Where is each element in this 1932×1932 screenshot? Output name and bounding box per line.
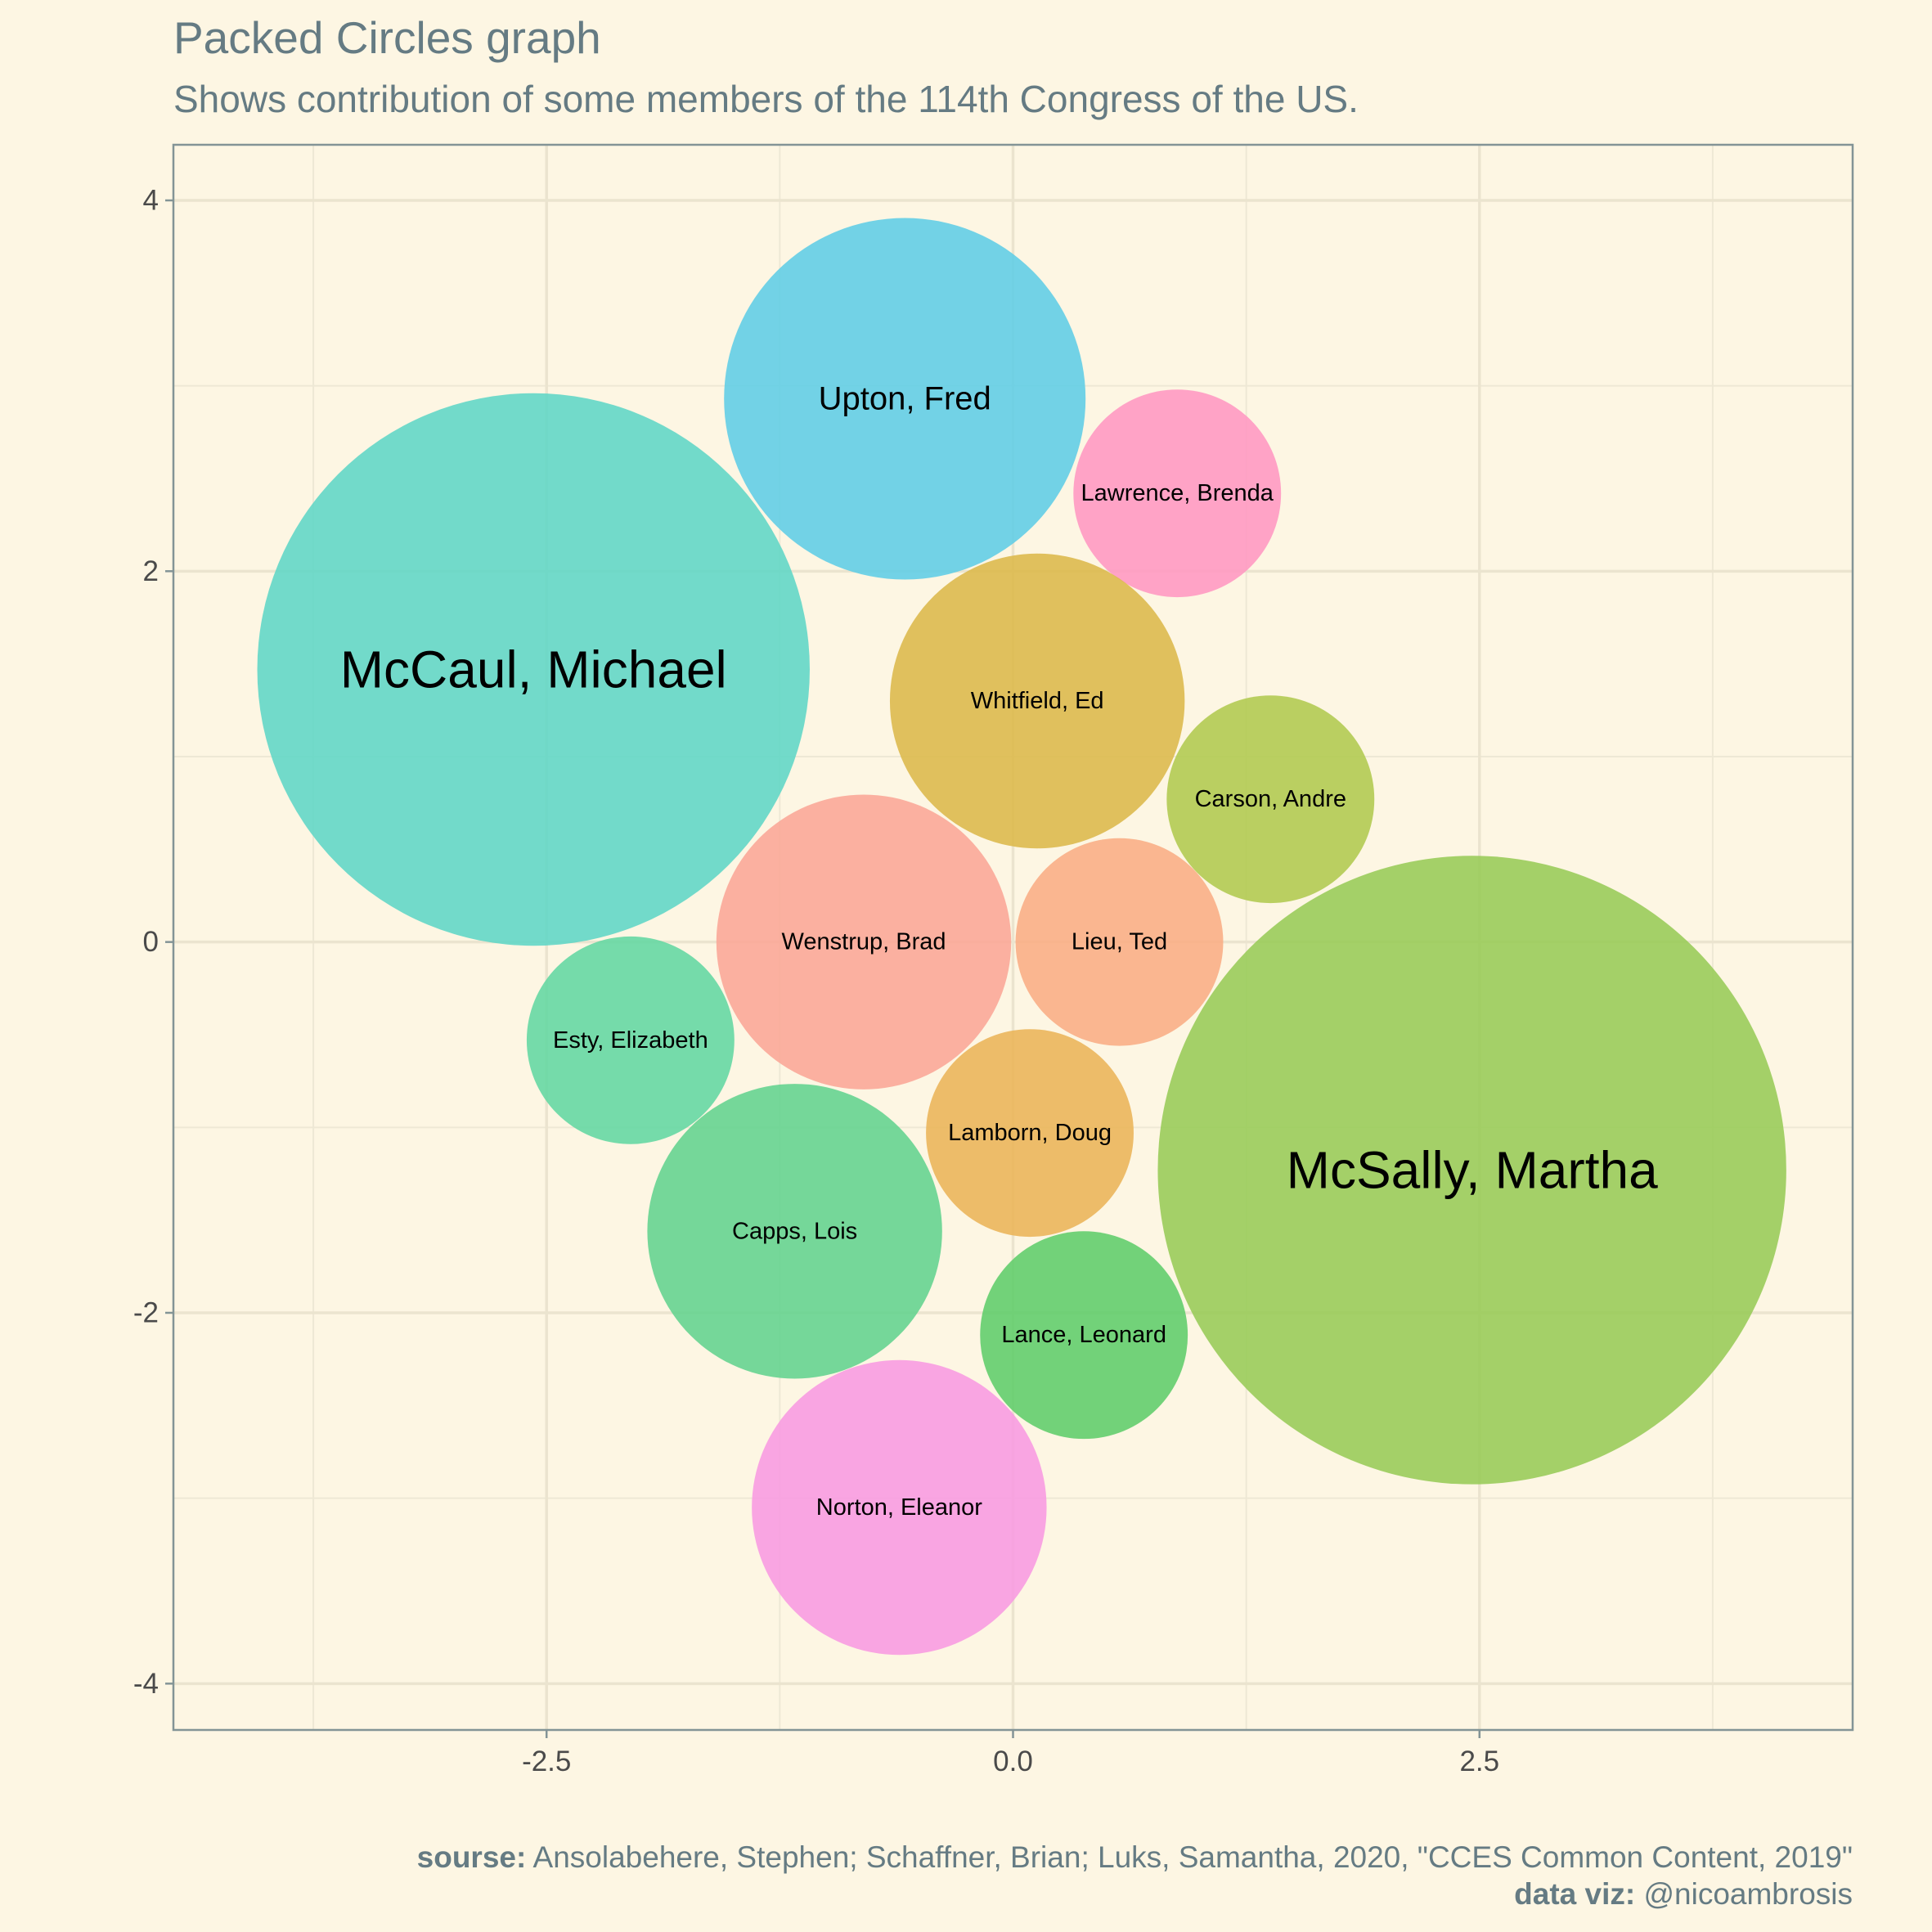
circle-esty-elizabeth [526,936,735,1144]
circle-label: Lieu, Ted [1072,929,1167,955]
source-line: sourse: Ansolabehere, Stephen; Schaffner… [417,1839,1853,1876]
y-tick-label: 2 [143,555,159,587]
chart-subtitle: Shows contribution of some members of th… [173,78,1359,120]
circle-lamborn-doug [926,1029,1134,1238]
source-text: Ansolabehere, Stephen; Schaffner, Brian;… [526,1840,1853,1874]
circle-label: Whitfield, Ed [971,688,1104,714]
circle-label: McCaul, Michael [340,640,727,699]
circle-lawrence-brenda [1073,389,1282,598]
circle-label: Esty, Elizabeth [553,1027,708,1054]
circle-lance-leonard [980,1231,1188,1440]
circle-wenstrup-brad [716,794,1012,1090]
circles [257,218,1786,1656]
source-label: sourse: [416,1840,527,1874]
circle-lieu-ted [1015,838,1224,1046]
circle-carson-andre [1166,695,1375,904]
circle-mcsally-martha [1157,856,1786,1485]
circle-label: Carson, Andre [1195,786,1346,812]
x-tick-label: 0.0 [993,1746,1033,1777]
y-tick-label: 4 [143,185,159,217]
circle-label: Capps, Lois [732,1218,857,1244]
circle-labels: McCaul, Michael Upton, Fred Lawrence, Bren… [340,381,1658,1521]
circle-whitfield-ed [889,553,1185,849]
circle-mccaul-michael [257,393,810,946]
axes: -2.5 0.0 2.5 4 2 0 -2 -4 [133,185,1499,1778]
circle-label: Upton, Fred [819,381,991,417]
circle-capps-lois [647,1084,942,1379]
y-tick-label: -4 [133,1668,159,1700]
viz-line: data viz: @nicoambrosis [417,1876,1853,1912]
viz-label: data viz: [1514,1877,1636,1911]
circle-label: Lawrence, Brenda [1081,480,1274,506]
circle-label: McSally, Martha [1287,1140,1658,1199]
x-tick-label: 2.5 [1459,1746,1499,1777]
y-tick-label: 0 [143,926,159,958]
caption: sourse: Ansolabehere, Stephen; Schaffner… [417,1839,1853,1912]
x-tick-label: -2.5 [522,1746,571,1777]
viz-text: @nicoambrosis [1635,1877,1853,1911]
circle-label: Lance, Leonard [1001,1322,1166,1348]
circle-norton-eleanor [752,1359,1047,1656]
circle-label: Wenstrup, Brad [782,929,946,955]
circle-label: Lamborn, Doug [948,1120,1112,1146]
y-tick-label: -2 [133,1297,159,1329]
circle-upton-fred [724,218,1086,580]
circle-label: Norton, Eleanor [816,1494,982,1521]
chart-title: Packed Circles graph [173,12,601,63]
